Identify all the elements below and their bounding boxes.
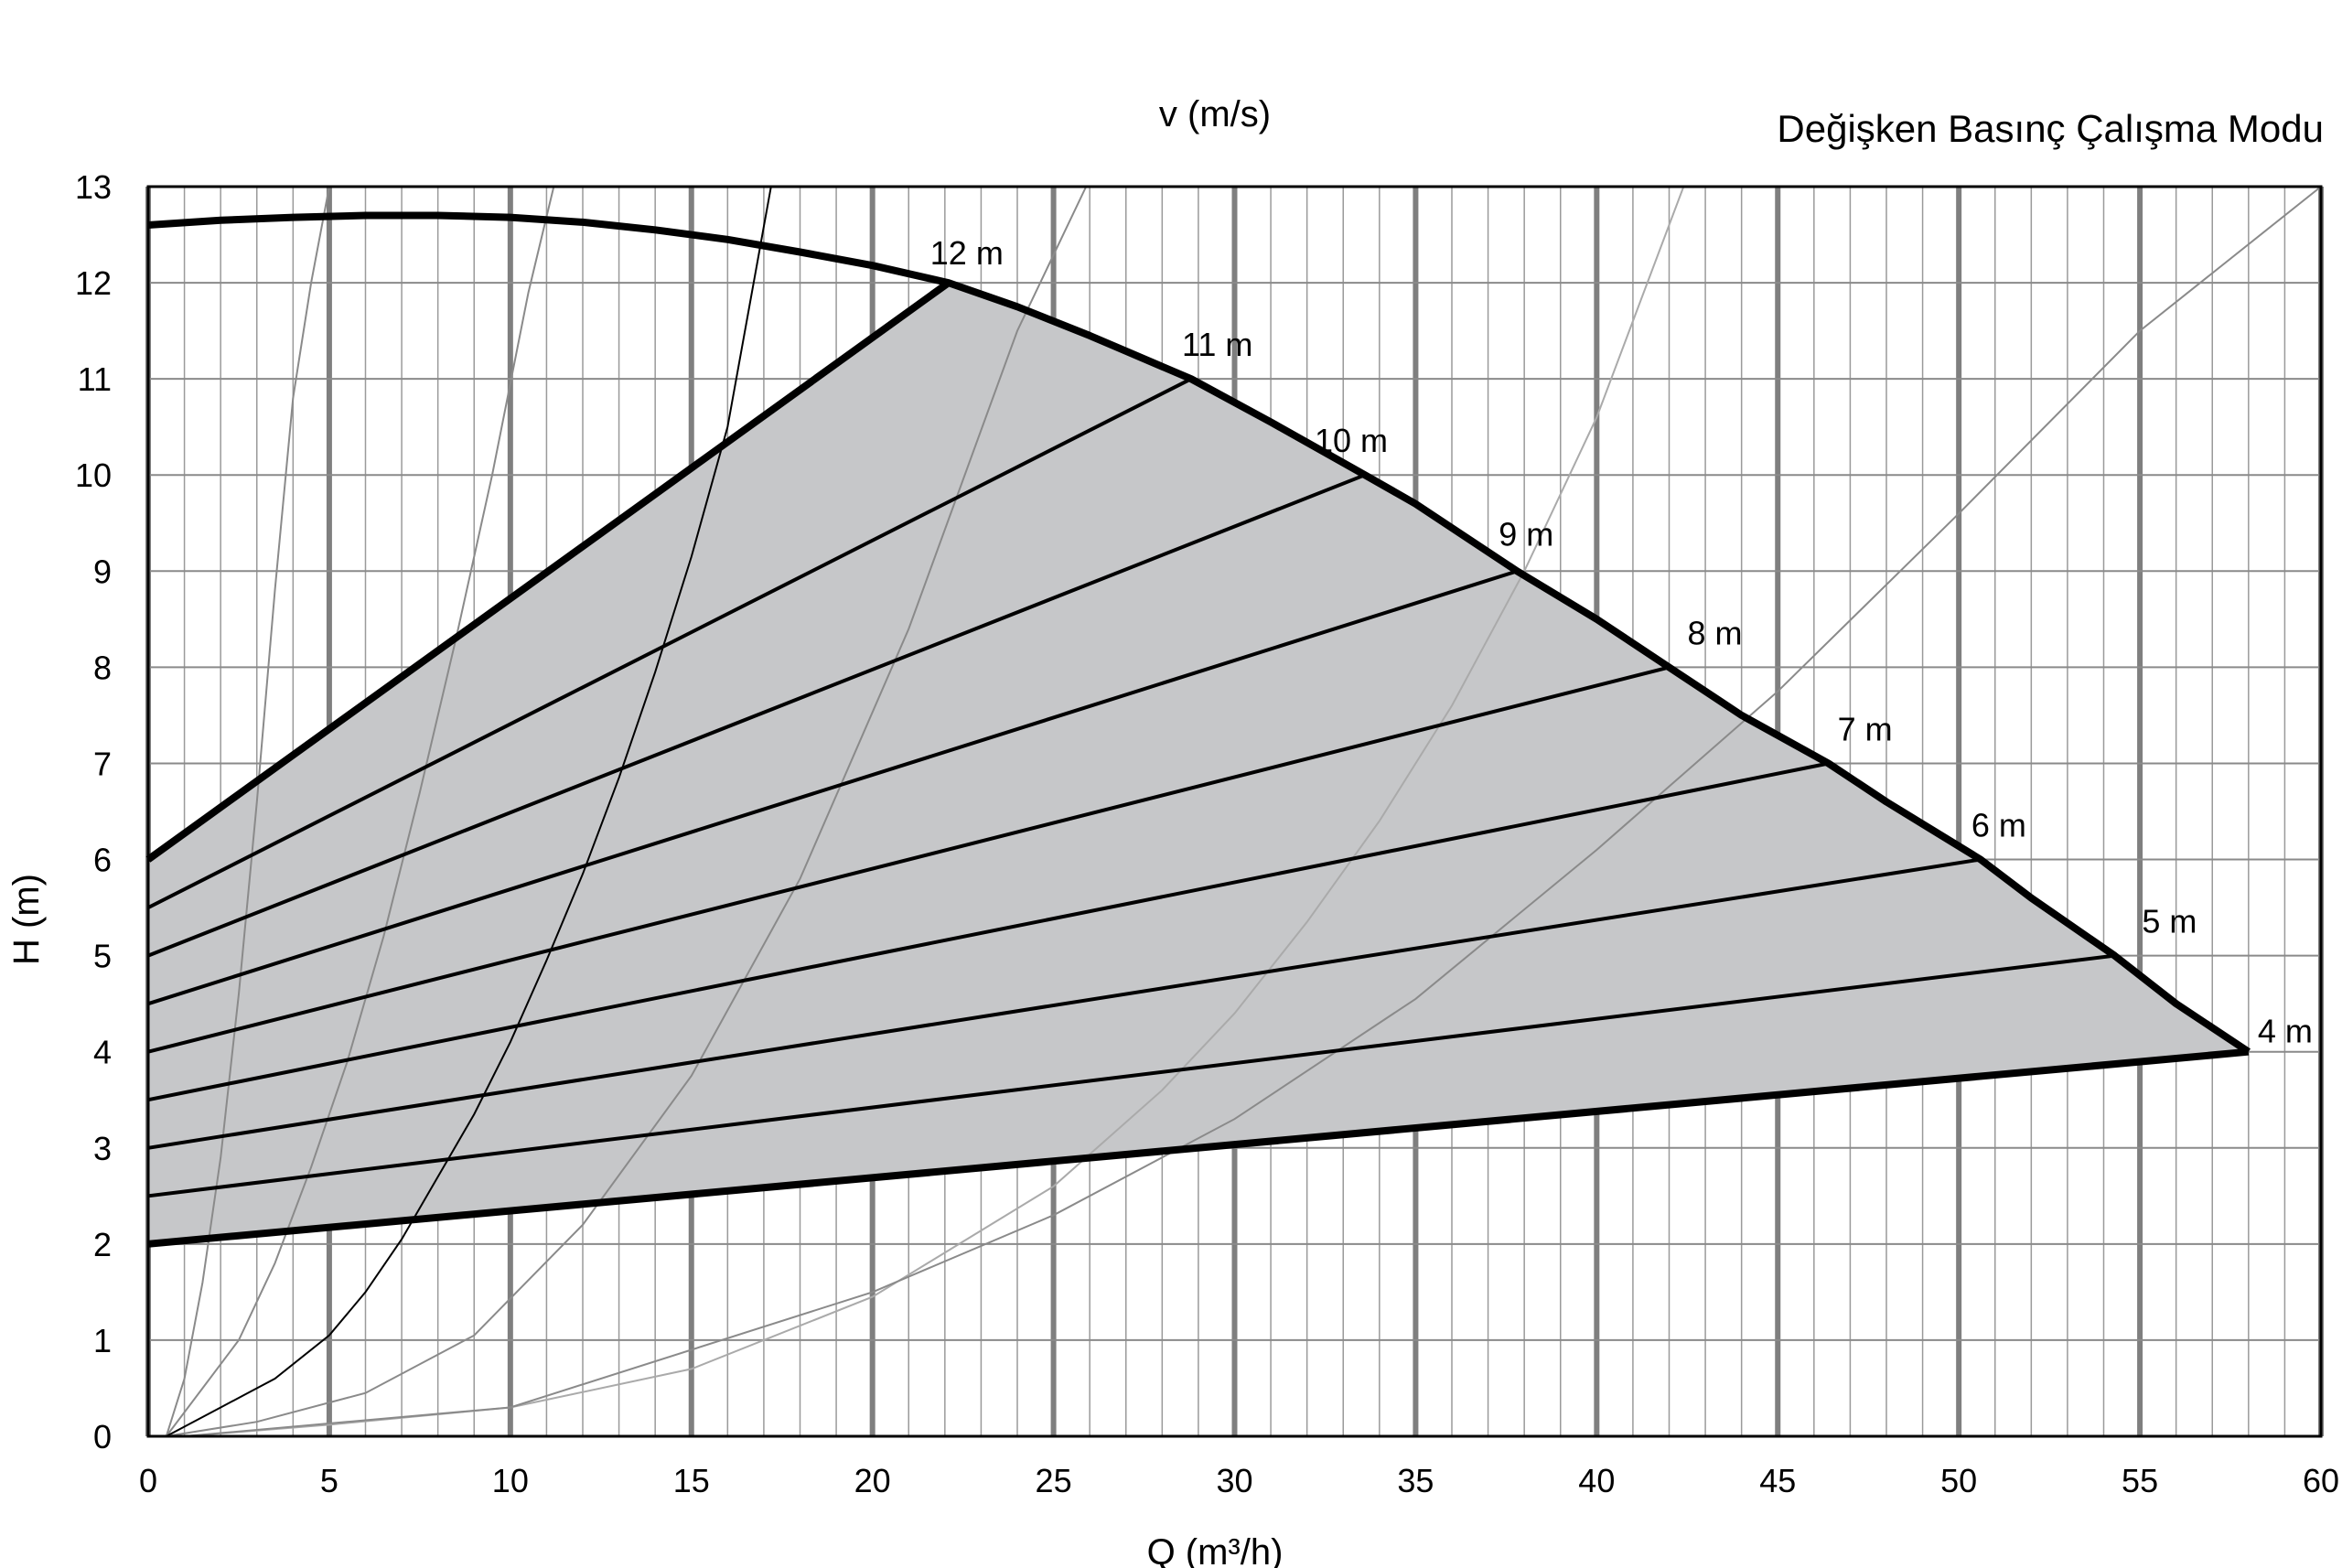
y-tick-label: 4 [93, 1034, 112, 1071]
system-curve [165, 186, 330, 1437]
control-line [147, 569, 1518, 1006]
plot-border [146, 185, 2323, 1438]
y-tick-label: 6 [93, 842, 112, 879]
system-curve [184, 186, 2322, 1437]
boundary-line [145, 279, 951, 863]
y-tick-label: 10 [75, 456, 112, 494]
curve-label: 11 m [1182, 326, 1252, 363]
x-tick-label: 55 [2122, 1462, 2158, 1499]
y-tick-label: 3 [93, 1130, 112, 1167]
y-tick-label: 9 [93, 553, 112, 590]
y-tick-label: 1 [93, 1322, 112, 1359]
max-curve [147, 211, 2251, 1056]
x-tick-label: 35 [1397, 1462, 1434, 1499]
x-axis-label: Q (m³/h) [1147, 1532, 1284, 1568]
x-tick-label: 0 [139, 1462, 157, 1499]
control-line [147, 953, 2115, 1198]
curve-label: 9 m [1499, 515, 1553, 553]
x-tick-label: 60 [2303, 1462, 2339, 1499]
curve-label: 4 m [2258, 1013, 2313, 1050]
x-tick-label: 40 [1578, 1462, 1615, 1499]
control-line [147, 665, 1670, 1054]
system-curve [166, 186, 1088, 1437]
y-tick-label: 7 [93, 745, 112, 782]
curve-label: 12 m [930, 234, 1004, 272]
y-tick-label: 11 [78, 360, 112, 398]
curve-label: 5 m [2142, 903, 2197, 940]
y-tick-label: 8 [93, 649, 112, 686]
y-tick-label: 12 [75, 264, 112, 302]
x-tick-label: 50 [1940, 1462, 1977, 1499]
y-tick-label: 5 [93, 938, 112, 975]
curve-labels: 12 m 11 m 10 m 9 m 8 m 7 m 6 m 5 m 4 m [930, 234, 2313, 1050]
x-tick-label: 20 [854, 1462, 891, 1499]
control-line [147, 473, 1366, 958]
control-line [147, 857, 1982, 1150]
y-tick-label: 0 [93, 1418, 112, 1455]
boundary-line [147, 1047, 2250, 1248]
top-axis-label: v (m/s) [1159, 94, 1271, 134]
system-curves [165, 186, 2322, 1437]
control-lines [145, 211, 2251, 1248]
system-curve [166, 186, 555, 1437]
chart-title: Değişken Basınç Çalışma Modu [1777, 107, 2324, 150]
curve-label: 6 m [1971, 807, 2026, 844]
x-tick-label: 45 [1759, 1462, 1796, 1499]
x-tick-label: 25 [1036, 1462, 1072, 1499]
curve-label: 10 m [1315, 422, 1388, 459]
system-curve [166, 186, 772, 1437]
plot-frame [146, 185, 2323, 1438]
x-tick-label: 30 [1216, 1462, 1252, 1499]
y-tick-label: 13 [75, 168, 112, 206]
y-axis-label: H (m) [6, 874, 47, 965]
curve-label: 7 m [1838, 710, 1893, 747]
x-tick-label: 15 [673, 1462, 710, 1499]
x-tick-label: 5 [320, 1462, 338, 1499]
x-tick-labels: 0 5 10 15 20 25 30 35 40 45 50 55 60 [139, 1462, 2339, 1499]
control-line [147, 377, 1192, 909]
curve-label: 8 m [1688, 614, 1743, 651]
system-curve [184, 186, 1685, 1437]
control-line [147, 761, 1830, 1102]
y-tick-label: 2 [93, 1226, 112, 1263]
x-tick-label: 10 [492, 1462, 529, 1499]
